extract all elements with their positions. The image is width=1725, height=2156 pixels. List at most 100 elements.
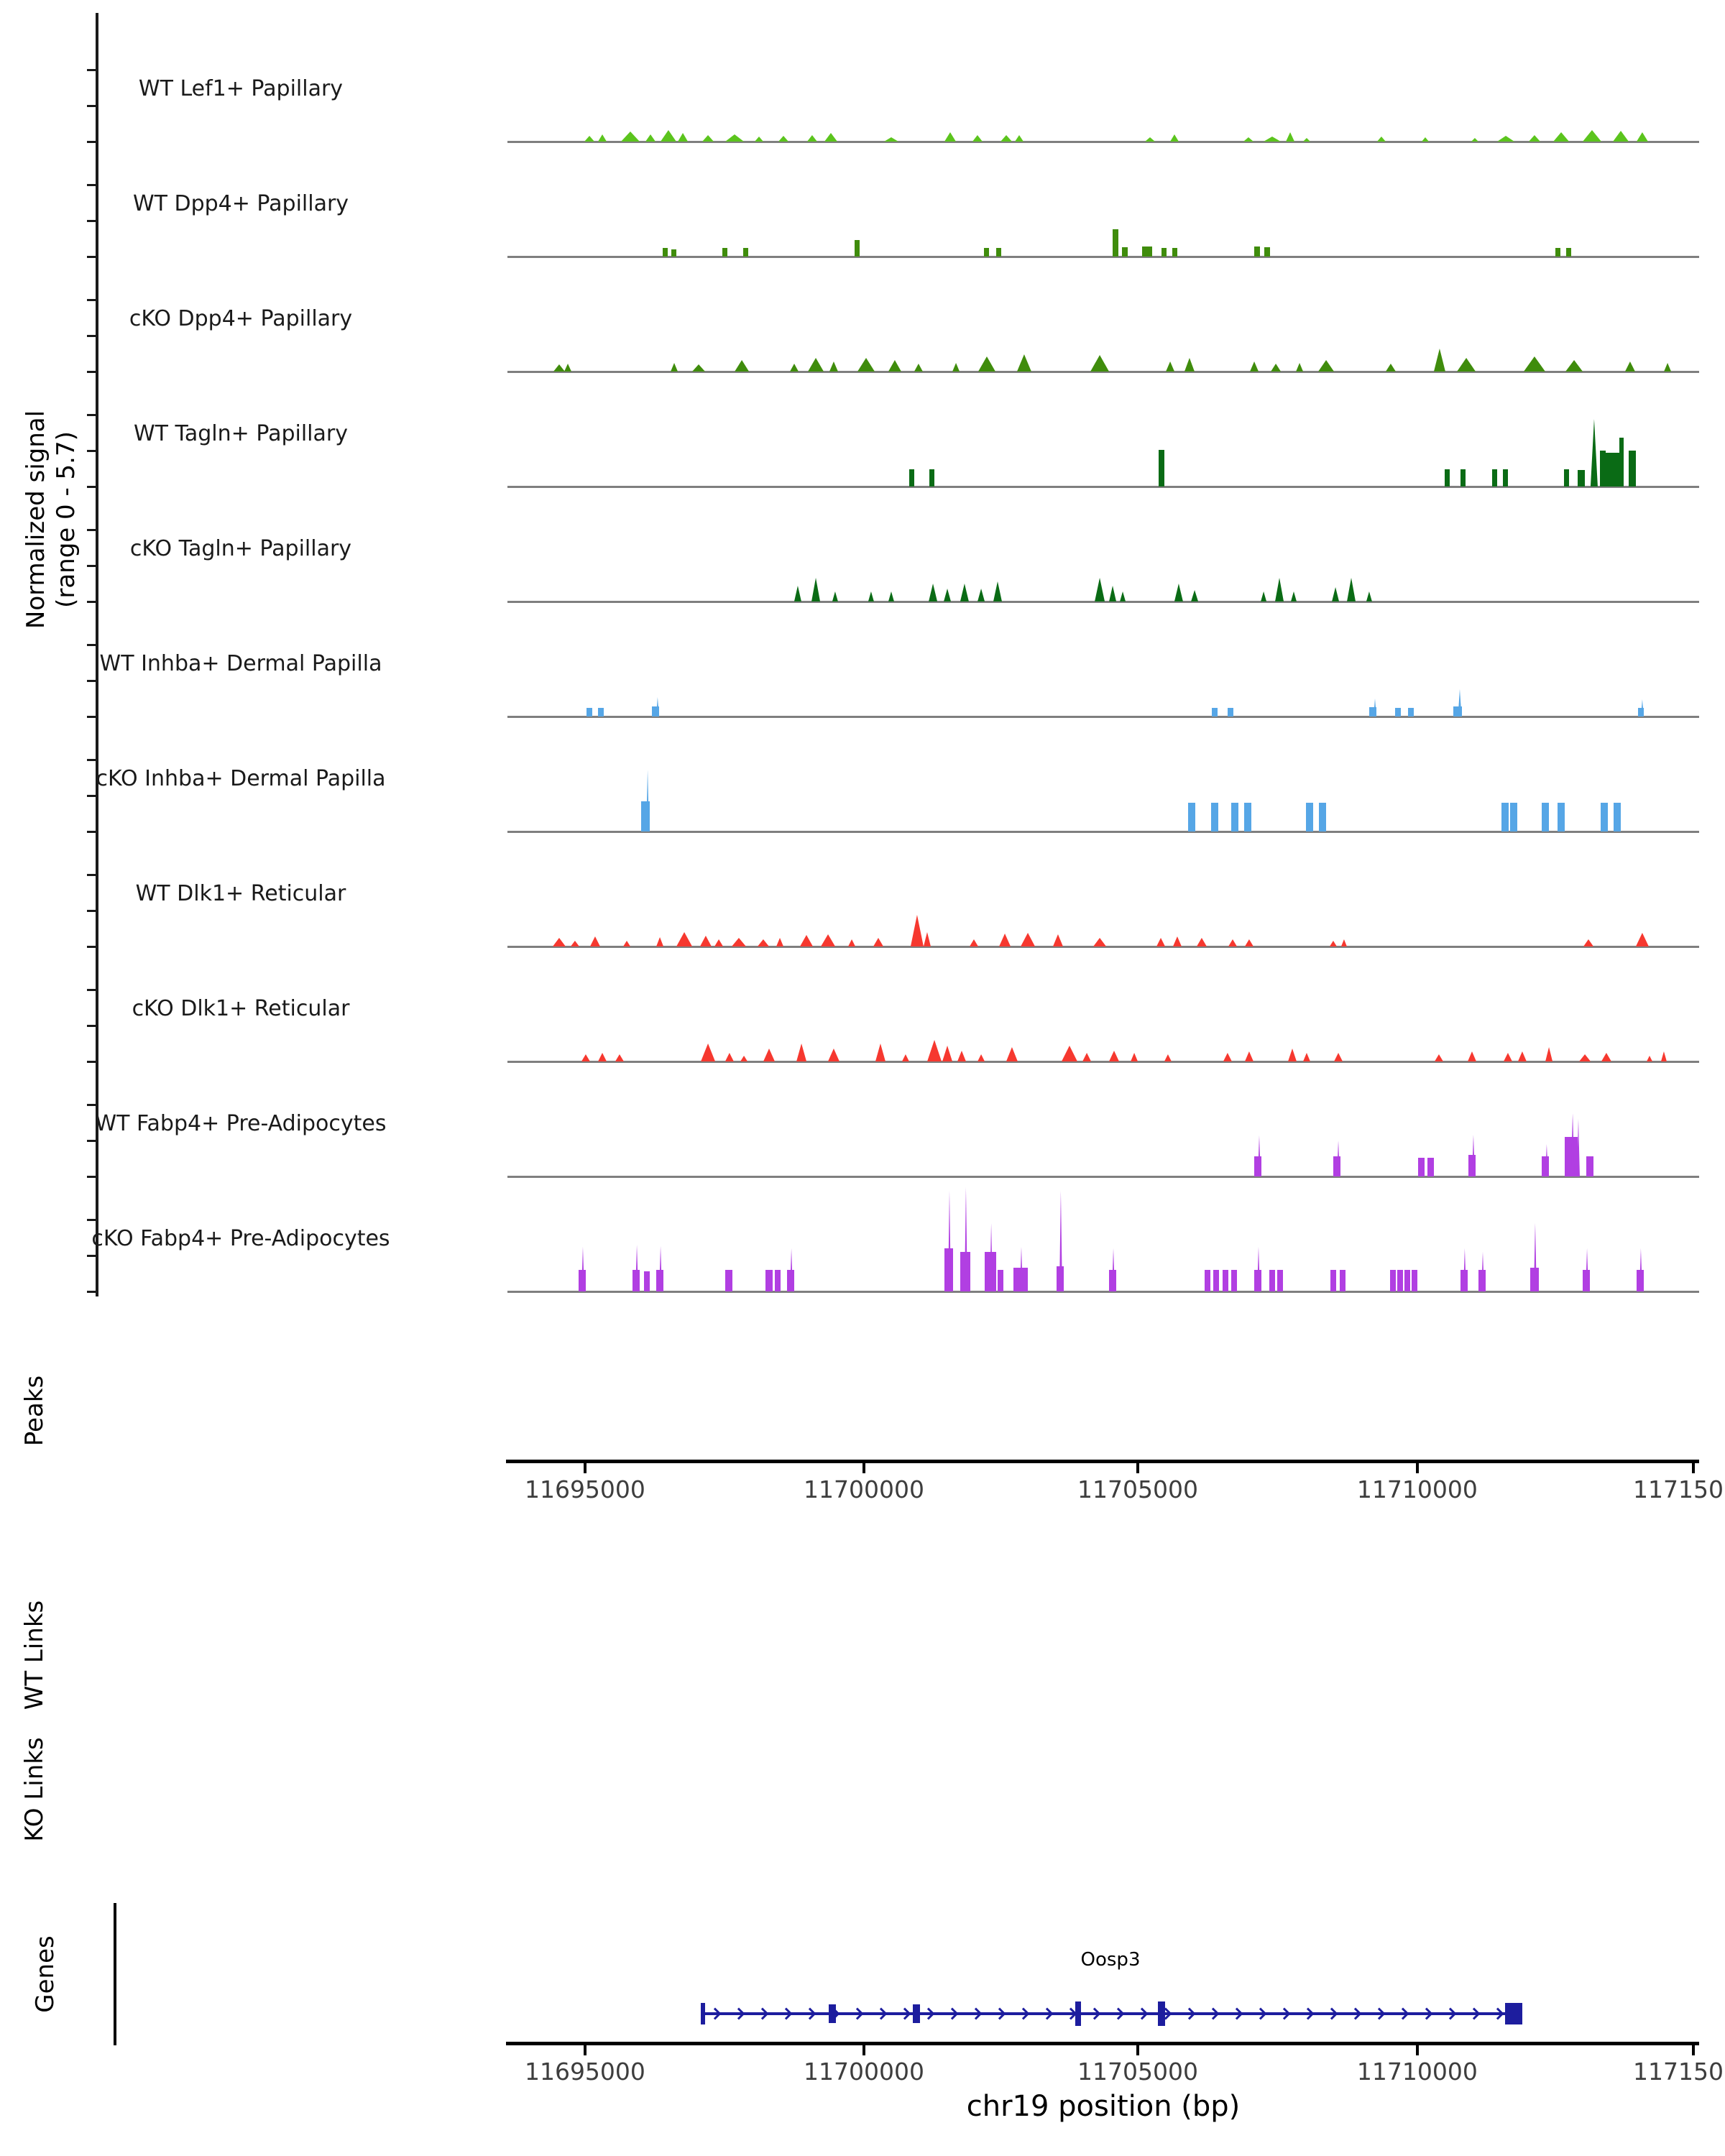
signal-peak [678,133,689,142]
signal-peak [832,591,838,602]
signal-peak [1635,933,1649,946]
x-axis-title: chr19 position (bp) [966,2090,1241,2123]
strand-arrow-icon [1254,2007,1267,2020]
x-axis-tick [1136,1463,1139,1473]
signal-peak [1553,132,1570,142]
track-label: cKO Dpp4+ Papillary [129,306,353,331]
signal-peak [552,938,566,946]
track-label: WT Inhba+ Dermal Papilla [99,651,382,676]
signal-peak [1586,1248,1589,1291]
signal-peak [1243,803,1251,831]
signal-peak [978,1054,985,1061]
y-axis-tick [87,1061,97,1063]
x-axis-tick-label: 11715000 [1633,1475,1725,1503]
signal-peak [1330,1270,1336,1291]
signal-peak [1264,247,1271,257]
signal-peak [996,248,1002,257]
signal-peak [1397,1270,1403,1291]
signal-peak [969,939,978,946]
signal-peak [997,1270,1003,1291]
x-axis-tick [1692,2045,1696,2055]
signal-peak [1579,1054,1591,1061]
signal-peak [1243,137,1254,142]
track-label: cKO Tagln+ Papillary [129,536,352,561]
signal-peak [1271,364,1282,372]
y-axis-tick [87,1291,97,1293]
x-axis-tick [1136,2045,1139,2055]
signal-peak [1566,248,1572,257]
signal-peak [1244,939,1254,946]
signal-peak [957,1051,966,1061]
signal-peak [1481,1252,1484,1291]
strand-arrow-icon [709,2007,722,2020]
signal-peak [1334,1053,1343,1061]
signal-peak [1491,469,1497,487]
signal-peak [1503,1053,1512,1061]
signal-peak [1577,470,1585,487]
track-label: WT Fabp4+ Pre-Adipocytes [95,1111,387,1136]
strand-arrow-icon [1278,2007,1291,2020]
y-axis-tick [87,601,97,603]
signal-peak [553,364,565,372]
y-axis-tick [87,1255,97,1257]
signal-peak [1570,1113,1575,1176]
y-axis-tick [87,1176,97,1178]
signal-peak [598,708,604,717]
signal-peak [763,1049,776,1061]
signal-peak [644,1271,650,1291]
signal-peak [848,939,856,946]
y-axis-tick [87,910,97,912]
gene-exon [1075,2001,1082,2026]
track-label: cKO Inhba+ Dermal Papilla [96,766,386,791]
signal-peak [1599,451,1606,487]
signal-peak [1254,1156,1261,1176]
signal-peak [731,938,746,946]
signal-peak [755,137,763,142]
signal-peak [725,134,744,142]
strand-arrow-icon [946,2007,959,2020]
signal-peak [1082,1053,1092,1061]
track-label: cKO Fabp4+ Pre-Adipocytes [91,1226,390,1251]
y-axis-tick [87,256,97,258]
signal-peak [1433,349,1445,372]
signal-peak [960,584,969,602]
signal-peak [1269,1270,1275,1291]
signal-peak [581,1054,590,1061]
signal-peak [1184,358,1195,372]
signal-peak [1250,361,1259,372]
strand-arrow-icon [1491,2007,1504,2020]
signal-peak [942,1046,953,1061]
signal-peak [790,1248,794,1291]
signal-peak [1564,1137,1578,1176]
gene-exon [1158,2001,1165,2026]
signal-peak [1095,578,1105,602]
signal-peak [1636,132,1648,142]
signal-peak [1374,699,1376,717]
signal-peak [714,939,724,946]
x-axis-tick [1415,2045,1419,2055]
y-axis-label: Normalized signal (range 0 - 5.7) [21,261,83,778]
x-axis-tick-label: 11705000 [1077,1475,1198,1503]
y-axis-tick [87,69,97,71]
signal-peak [645,134,656,142]
signal-peak [790,364,799,372]
gene-name-label: Oosp3 [1080,1949,1141,1971]
signal-peak [1170,134,1179,142]
signal-peak [1305,803,1313,831]
signal-peak [671,363,678,372]
signal-peak [1501,803,1509,831]
strand-arrow-icon [1230,2007,1243,2020]
signal-peak [978,589,985,602]
signal-peak [699,936,712,946]
signal-peak [875,1044,886,1061]
signal-peak [1337,1141,1340,1176]
signal-peak [796,1044,807,1061]
signal-peak [671,249,676,257]
signal-peak [1329,941,1337,946]
signal-peak [1605,453,1621,487]
signal-peak [676,932,693,946]
track-label: cKO Dlk1+ Reticular [132,996,350,1021]
signal-peak [1000,135,1013,142]
signal-peak [740,1056,748,1061]
